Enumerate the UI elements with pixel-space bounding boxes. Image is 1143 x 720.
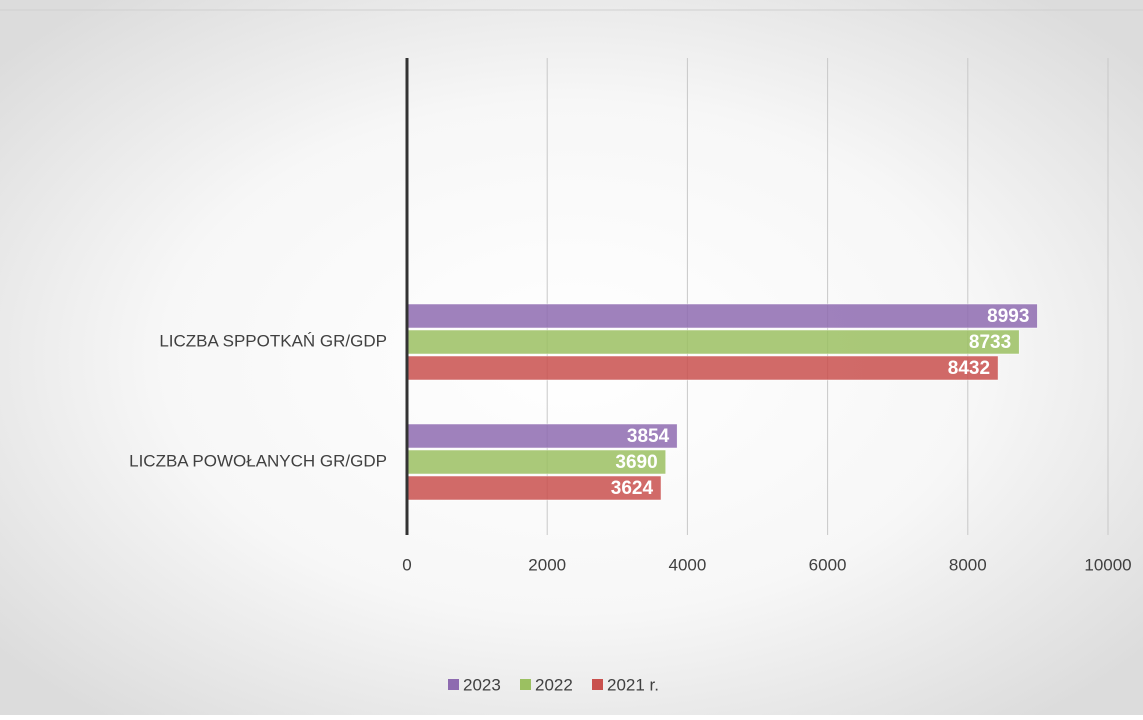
bar — [406, 329, 1020, 355]
bar — [406, 303, 1038, 329]
data-label: 8733 — [969, 332, 1011, 353]
legend-label: 2023 — [463, 675, 501, 694]
x-tick-label: 8000 — [949, 555, 987, 574]
legend-swatch — [448, 679, 459, 690]
y-tick-label: LICZBA SPPOTKAŃ GR/GDP — [159, 331, 387, 350]
x-tick-label: 0 — [402, 555, 411, 574]
legend-swatch — [592, 679, 603, 690]
data-label: 3854 — [627, 426, 670, 447]
x-tick-label: 6000 — [809, 555, 847, 574]
x-tick-label: 10000 — [1084, 555, 1131, 574]
legend-swatch — [520, 679, 531, 690]
bar — [406, 475, 662, 501]
legend-label: 2022 — [535, 675, 573, 694]
data-label: 8432 — [948, 358, 990, 379]
x-tick-label: 2000 — [528, 555, 566, 574]
bar — [406, 355, 999, 381]
x-tick-label: 4000 — [668, 555, 706, 574]
bar — [406, 423, 678, 449]
bar — [406, 449, 666, 475]
y-tick-label: LICZBA POWOŁANYCH GR/GDP — [129, 451, 387, 470]
legend-label: 2021 r. — [607, 675, 659, 694]
data-label: 8993 — [987, 306, 1029, 327]
data-label: 3690 — [615, 452, 657, 473]
data-label: 3624 — [611, 478, 654, 499]
